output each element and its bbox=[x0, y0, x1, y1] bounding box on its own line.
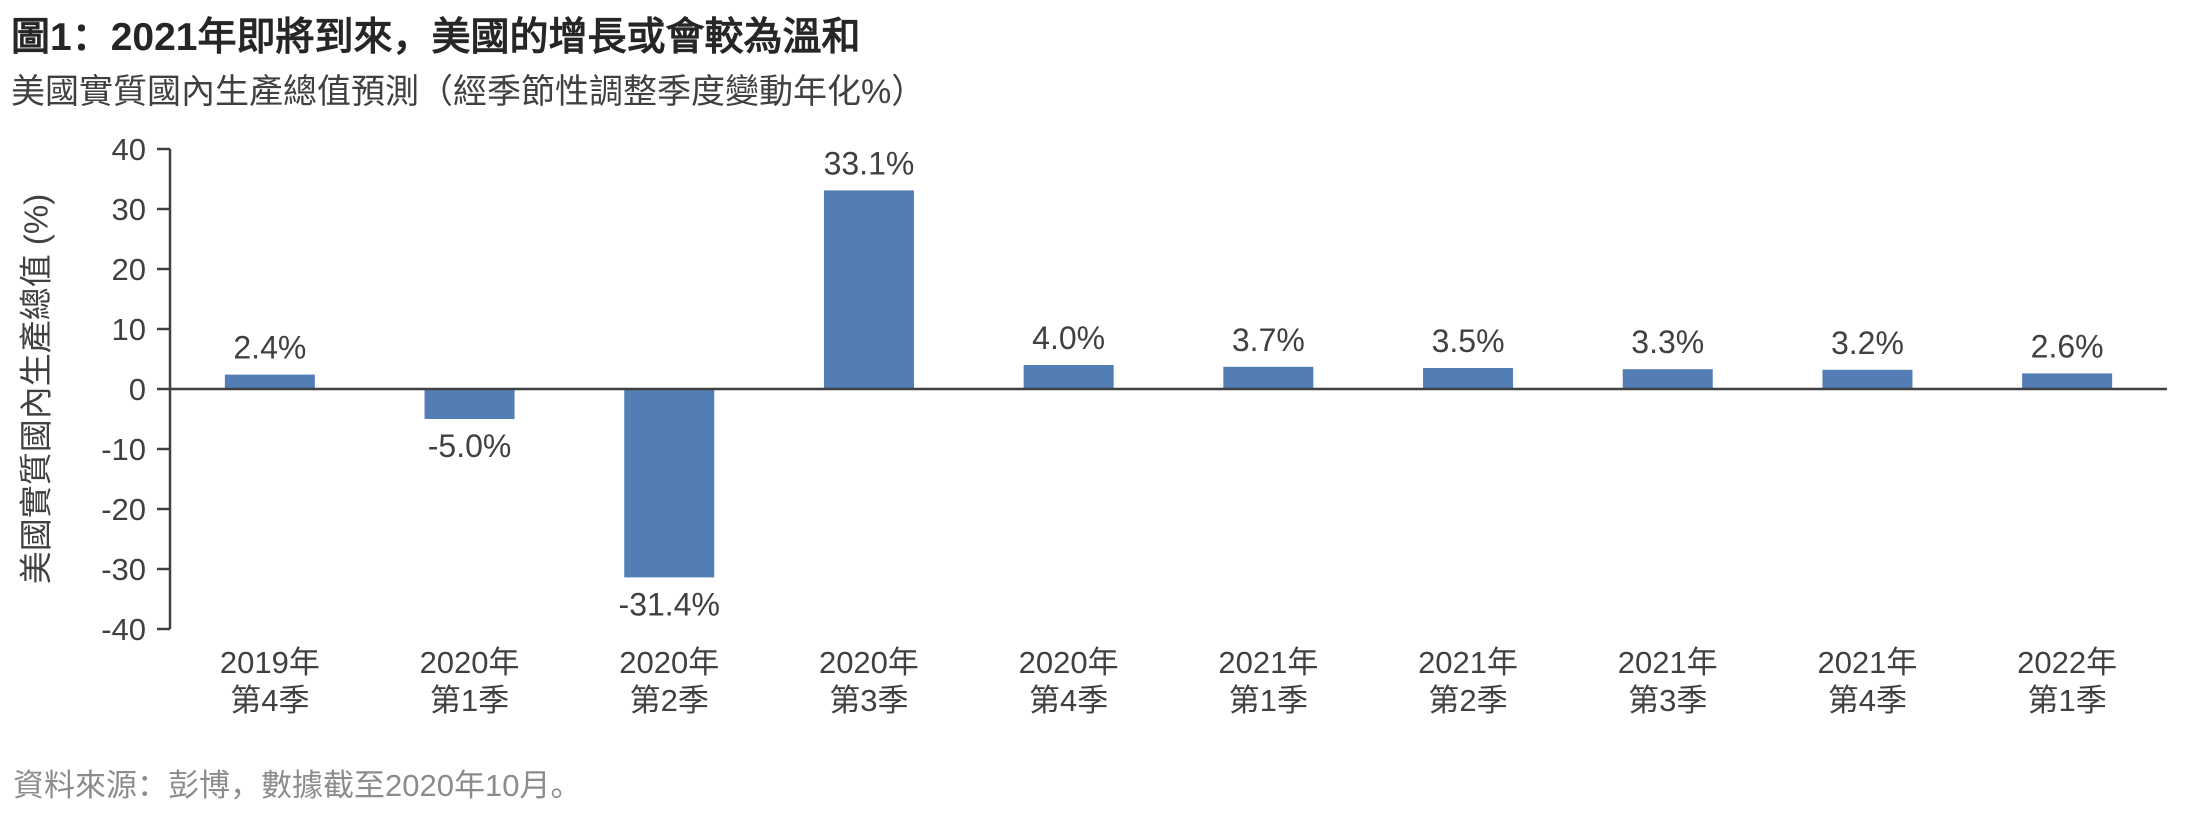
x-tick-label-line1: 2020年 bbox=[1019, 645, 1119, 680]
x-tick-label-line2: 第1季 bbox=[1229, 683, 1308, 718]
bar bbox=[1223, 366, 1314, 389]
bar-value-label: 2.4% bbox=[233, 330, 306, 366]
y-tick-label: -10 bbox=[101, 432, 146, 467]
x-tick-label-line2: 第1季 bbox=[430, 683, 509, 718]
bar bbox=[424, 389, 515, 419]
bar bbox=[624, 389, 715, 578]
bar bbox=[224, 374, 315, 389]
x-tick-label-line2: 第3季 bbox=[1628, 683, 1707, 718]
bar-value-label: 2.6% bbox=[2031, 328, 2104, 364]
x-tick-label-line1: 2022年 bbox=[2017, 645, 2117, 680]
x-tick-label-line2: 第2季 bbox=[630, 683, 709, 718]
y-tick-label: 0 bbox=[129, 372, 146, 407]
bar bbox=[1622, 369, 1713, 389]
x-tick-label-line2: 第1季 bbox=[2028, 683, 2107, 718]
bar-value-label: 33.1% bbox=[824, 145, 915, 181]
y-tick-label: 20 bbox=[112, 252, 146, 287]
bar bbox=[1822, 369, 1913, 389]
page-subtitle: 美國實質國內生產總值預測（經季節性調整季度變動年化%） bbox=[11, 73, 926, 111]
x-tick-label-line2: 第4季 bbox=[1828, 683, 1907, 718]
y-tick-label: -20 bbox=[101, 492, 146, 527]
y-tick-label: -30 bbox=[101, 552, 146, 587]
source-note: 資料來源：彭博，數據截至2020年10月。 bbox=[13, 768, 582, 803]
bar-value-label: 3.5% bbox=[1432, 323, 1505, 359]
x-tick-label-line1: 2019年 bbox=[220, 645, 320, 680]
x-tick-label-line1: 2021年 bbox=[1218, 645, 1318, 680]
y-tick-label: 10 bbox=[112, 312, 146, 347]
page-title: 圖1：2021年即將到來，美國的增長或會較為溫和 bbox=[11, 16, 861, 59]
bar bbox=[1023, 365, 1114, 389]
y-tick-label: 30 bbox=[112, 192, 146, 227]
bar bbox=[2022, 373, 2113, 389]
y-tick-label: -40 bbox=[101, 612, 146, 647]
y-axis-title: 美國實質國內生產總值 (%) bbox=[18, 194, 55, 585]
x-tick-label-line2: 第4季 bbox=[230, 683, 309, 718]
x-tick-label-line1: 2020年 bbox=[420, 645, 520, 680]
bar-value-label: 3.2% bbox=[1831, 325, 1904, 361]
x-tick-label-line1: 2021年 bbox=[1618, 645, 1718, 680]
x-tick-label-line1: 2021年 bbox=[1418, 645, 1518, 680]
bar-value-label: 3.3% bbox=[1631, 324, 1704, 360]
x-tick-label-line2: 第3季 bbox=[829, 683, 908, 718]
x-tick-label-line2: 第4季 bbox=[1029, 683, 1108, 718]
x-tick-label-line2: 第2季 bbox=[1428, 683, 1507, 718]
bar-value-label: 4.0% bbox=[1032, 320, 1105, 356]
bar-value-label: 3.7% bbox=[1232, 322, 1305, 358]
bar bbox=[1423, 368, 1514, 389]
x-tick-label-line1: 2021年 bbox=[1817, 645, 1917, 680]
bar-value-label: -5.0% bbox=[428, 428, 512, 464]
x-tick-label-line1: 2020年 bbox=[619, 645, 719, 680]
bar-value-label: -31.4% bbox=[619, 586, 720, 622]
x-tick-label-line1: 2020年 bbox=[819, 645, 919, 680]
y-tick-label: 40 bbox=[112, 132, 146, 167]
bar bbox=[823, 190, 914, 389]
